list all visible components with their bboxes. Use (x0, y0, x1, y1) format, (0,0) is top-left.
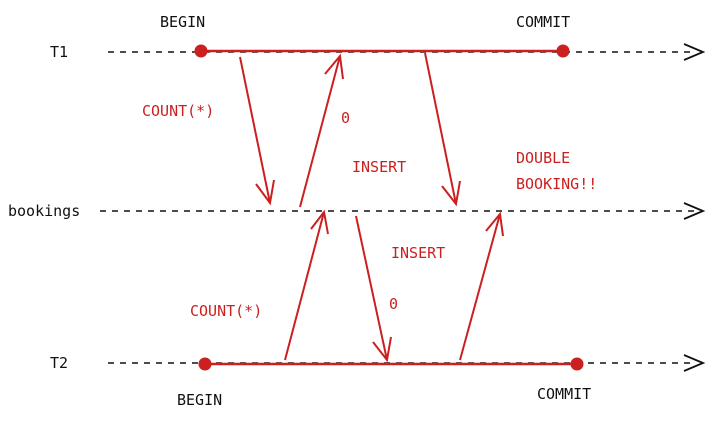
t2-commit-marker (570, 357, 584, 371)
t2-begin-marker (198, 357, 212, 371)
bookings-row-label: bookings (8, 202, 80, 220)
t1-begin-marker (194, 44, 208, 58)
t1-insert-label: INSERT (352, 158, 406, 176)
t1-row-label: T1 (50, 43, 68, 61)
double-booking-annotation: DOUBLE BOOKING!! (516, 149, 597, 193)
t1-result-arrow (299, 53, 344, 208)
t2-result-label: 0 (389, 295, 398, 313)
t2-insert-arrow (459, 211, 504, 361)
annotation-line-2: BOOKING!! (516, 175, 597, 193)
t1-result-label: 0 (341, 109, 350, 127)
t2-count-label: COUNT(*) (190, 302, 262, 320)
t1-count-arrow (239, 56, 275, 206)
t2-row-label: T2 (50, 354, 68, 372)
t2-result-arrow (355, 215, 392, 363)
t2-transaction-span (198, 357, 584, 371)
t1-transaction-span (194, 44, 570, 58)
t2-insert-label: INSERT (391, 244, 445, 262)
t1-commit-marker (556, 44, 570, 58)
t1-count-label: COUNT(*) (142, 102, 214, 120)
t2-begin-label: BEGIN (177, 391, 222, 409)
t1-insert-arrow (424, 52, 461, 207)
bookings-timeline (100, 202, 706, 220)
annotation-line-1: DOUBLE (516, 149, 570, 167)
t2-count-arrow (284, 209, 329, 361)
t2-commit-label: COMMIT (537, 385, 591, 403)
t1-begin-label: BEGIN (160, 13, 205, 31)
t1-commit-label: COMMIT (516, 13, 570, 31)
